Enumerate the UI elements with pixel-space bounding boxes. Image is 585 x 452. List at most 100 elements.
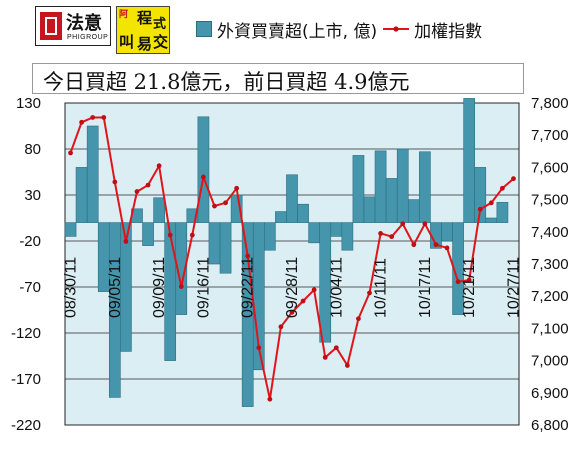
index-point	[444, 245, 450, 251]
index-point	[367, 290, 372, 296]
right-axis: 7,800 7,700 7,600 7,500 7,400 7,300 7,200 7,100…	[531, 95, 569, 434]
x-axis: 08/30/11 09/05/11 09/09/11 09/16/11 09/22/11…	[63, 257, 523, 318]
x-tick-label: 10/04/11	[328, 257, 345, 318]
right-tick-label: 7,700	[531, 127, 569, 144]
phigroup-logo: 法意 PHIGROUP	[35, 6, 111, 46]
x-tick-label: 09/22/11	[240, 257, 257, 318]
bar	[297, 203, 309, 223]
bar	[419, 151, 431, 223]
bar	[75, 167, 88, 223]
phigroup-logo-sub: PHIGROUP	[67, 34, 109, 41]
right-tick-label: 7,000	[531, 353, 569, 370]
index-point	[167, 232, 173, 238]
index-point	[400, 221, 406, 227]
right-tick-label: 7,200	[531, 288, 569, 305]
x-tick-label: 10/17/11	[417, 257, 434, 318]
index-point	[145, 182, 151, 188]
program-trading-logo-char: 易	[137, 35, 153, 53]
left-tick-label: 80	[24, 141, 41, 158]
x-tick-label: 09/28/11	[284, 257, 301, 318]
index-point	[101, 115, 107, 120]
left-tick-label: 30	[24, 187, 41, 204]
legend-line-swatch	[383, 26, 410, 32]
program-trading-logo-char: 叫	[119, 33, 135, 51]
legend-bar-label: 外資買賣超(上市, 億)	[217, 21, 378, 42]
index-point	[356, 316, 361, 322]
bar	[352, 155, 365, 223]
right-tick-label: 7,800	[531, 95, 569, 112]
bar	[363, 196, 376, 223]
bar	[142, 222, 154, 246]
left-axis: 130 80 30 -20 -70 -120 -170 -220	[11, 95, 41, 434]
bar-layer	[64, 98, 509, 407]
program-trading-logo-char: 程	[137, 9, 153, 27]
bar	[86, 125, 99, 223]
index-point	[455, 279, 461, 285]
left-tick-label: 130	[16, 95, 41, 112]
bar	[308, 222, 320, 244]
index-point	[289, 309, 295, 315]
x-tick-label: 10/21/11	[461, 257, 478, 318]
right-tick-label: 6,900	[531, 385, 569, 402]
index-point	[333, 345, 339, 351]
index-point	[212, 203, 217, 209]
bar	[197, 116, 210, 223]
bar	[319, 222, 332, 343]
index-point	[134, 189, 140, 194]
bar	[219, 222, 232, 274]
legend-bar-swatch	[196, 21, 212, 37]
bar	[286, 174, 298, 223]
bar	[64, 222, 77, 237]
bar	[441, 222, 453, 242]
bar	[407, 199, 420, 223]
bar	[485, 217, 498, 223]
legend: 外資買賣超(上市, 億) 加權指數	[196, 16, 482, 42]
bar	[330, 222, 343, 237]
left-tick-label: -120	[11, 325, 41, 342]
index-point	[311, 287, 317, 293]
index-point	[156, 163, 162, 169]
left-tick-label: -70	[19, 279, 41, 296]
line-layer	[68, 115, 516, 402]
index-point	[499, 185, 505, 191]
index-point	[477, 206, 483, 212]
left-tick-label: -170	[11, 371, 41, 388]
index-point	[68, 150, 73, 156]
left-tick-label: -220	[11, 417, 41, 434]
index-point	[90, 115, 96, 120]
summary-text: 今日買超 21.8億元，前日買超 4.9億元	[43, 70, 410, 94]
bar	[264, 222, 276, 251]
bar	[452, 222, 464, 315]
bar	[230, 194, 243, 223]
grid-layer	[65, 102, 519, 426]
bar	[396, 148, 409, 223]
index-point	[322, 354, 328, 360]
bar	[474, 167, 487, 223]
right-tick-label: 6,800	[531, 417, 569, 434]
bar	[153, 197, 165, 223]
index-point	[389, 234, 395, 240]
right-tick-label: 7,600	[531, 159, 569, 176]
bar	[275, 211, 287, 223]
left-tick-label: -20	[19, 233, 41, 250]
bar	[385, 178, 398, 223]
index-point	[344, 363, 350, 368]
x-tick-label: 09/16/11	[195, 257, 212, 318]
summary-banner: 今日買超 21.8億元，前日買超 4.9億元	[32, 63, 524, 94]
index-point	[422, 221, 428, 227]
plot-area	[64, 102, 520, 426]
right-tick-label: 7,300	[531, 256, 569, 273]
index-point	[123, 239, 129, 244]
program-trading-logo-char: 式	[153, 17, 167, 32]
index-point	[112, 179, 118, 185]
index-point	[466, 277, 472, 283]
index-point	[411, 242, 417, 248]
bar	[341, 222, 354, 251]
x-tick-label: 10/27/11	[505, 257, 522, 318]
bar	[175, 222, 188, 315]
right-tick-label: 7,500	[531, 192, 569, 209]
index-point	[433, 242, 439, 248]
index-point	[256, 345, 262, 351]
index-point	[234, 185, 240, 191]
